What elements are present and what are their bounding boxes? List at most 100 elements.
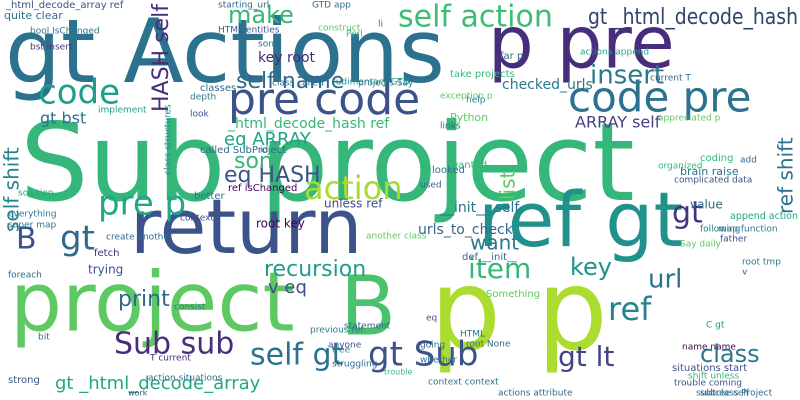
word: checked_urls (502, 77, 593, 93)
word: root tmp (742, 258, 781, 268)
word: HTML (460, 330, 485, 340)
word: B (340, 259, 396, 354)
word: solution (18, 189, 54, 199)
word: root None (466, 340, 511, 350)
word: trouble coming (674, 379, 742, 389)
word: url (648, 265, 682, 295)
word: coding (700, 153, 733, 164)
word: fetch (94, 248, 119, 259)
word: anyone (328, 341, 362, 351)
word: B (16, 222, 37, 257)
word: work (128, 389, 148, 398)
word: pre code (228, 74, 420, 125)
word: name name (682, 343, 736, 353)
word: T current (149, 354, 191, 364)
word: item (468, 252, 531, 285)
word: shift unless (688, 372, 739, 382)
word: going (420, 341, 445, 351)
word: foreach (8, 271, 42, 281)
word: GTD app (312, 1, 351, 11)
word: gt bst (40, 109, 86, 128)
word: Say daily (680, 240, 722, 250)
word: context context (428, 378, 499, 388)
word: quite clear (4, 9, 63, 22)
word: links (440, 122, 461, 132)
word: class (700, 340, 760, 368)
word: everything (8, 210, 57, 220)
word: code pre (568, 73, 751, 122)
word: key (570, 253, 612, 281)
word: starting_url (218, 1, 269, 11)
word: _html_decode_array ref (5, 0, 124, 11)
word: another class (366, 232, 427, 242)
word: brain raise (680, 165, 739, 178)
word: looked (432, 165, 465, 176)
word: trying (88, 263, 123, 277)
word: id (260, 146, 268, 156)
word: actions append (580, 48, 649, 58)
word: gt _html_decode_array (55, 373, 261, 394)
word: far p (500, 51, 523, 62)
word: self gt (250, 338, 344, 373)
word: tree (332, 346, 351, 356)
word: make (228, 1, 294, 29)
word: key root (258, 50, 316, 66)
word: better (194, 191, 225, 202)
word: eq ARRAY (224, 129, 312, 150)
word: following (700, 225, 740, 235)
word: li (378, 20, 383, 30)
word: __init__ self (439, 200, 520, 216)
word: ref gt (478, 175, 683, 264)
word: consist (174, 303, 206, 313)
word: previous ref (310, 326, 364, 336)
word: used (420, 181, 442, 191)
word: bst insert (30, 43, 73, 53)
word: create another (106, 233, 173, 243)
word: ref shift (774, 137, 798, 214)
word: add (740, 156, 757, 166)
word: HASH self (149, 3, 174, 112)
word: rudimentary GTD (332, 78, 410, 88)
word: bit (38, 333, 50, 343)
word: son (234, 149, 273, 174)
word: ARRAY self (575, 113, 661, 132)
word: help (466, 96, 486, 106)
word: strong (8, 375, 40, 386)
word: context (180, 214, 214, 224)
word: self name (236, 69, 344, 94)
word: classes (200, 83, 236, 94)
word: class called (272, 79, 324, 89)
word: implement (98, 106, 147, 116)
word: self shift (0, 147, 24, 232)
word: C gt (706, 321, 725, 331)
word: insert (590, 61, 664, 91)
word: Perl (346, 30, 363, 40)
word: list (496, 170, 520, 200)
word: exception p (440, 92, 493, 102)
word: subtree self (696, 389, 750, 399)
word: bool IsChanged (30, 27, 100, 37)
word: v (742, 268, 748, 278)
word: statement (344, 322, 391, 332)
word: gt _html_decode_hash (588, 5, 798, 30)
word: construct (318, 24, 361, 34)
word: code (38, 73, 120, 113)
word: gt Sub (368, 335, 478, 375)
word: complicated data (674, 176, 752, 186)
word: HTML entities (218, 26, 280, 36)
word: organized (658, 162, 702, 172)
word: take projects (450, 69, 515, 80)
word: p p (430, 246, 608, 376)
word: trouble (384, 368, 413, 377)
word: class structures (164, 104, 174, 175)
word: struggling (332, 360, 377, 370)
word: current T (650, 74, 691, 84)
word: gt Actions (5, 0, 445, 103)
word: son (258, 40, 274, 50)
word: subclass Project (700, 389, 773, 399)
word: recursion (264, 257, 366, 282)
word: Sub project (20, 101, 635, 226)
word: eq HASH (224, 163, 321, 188)
word: want (470, 231, 519, 255)
word: appreciated p (658, 114, 721, 124)
